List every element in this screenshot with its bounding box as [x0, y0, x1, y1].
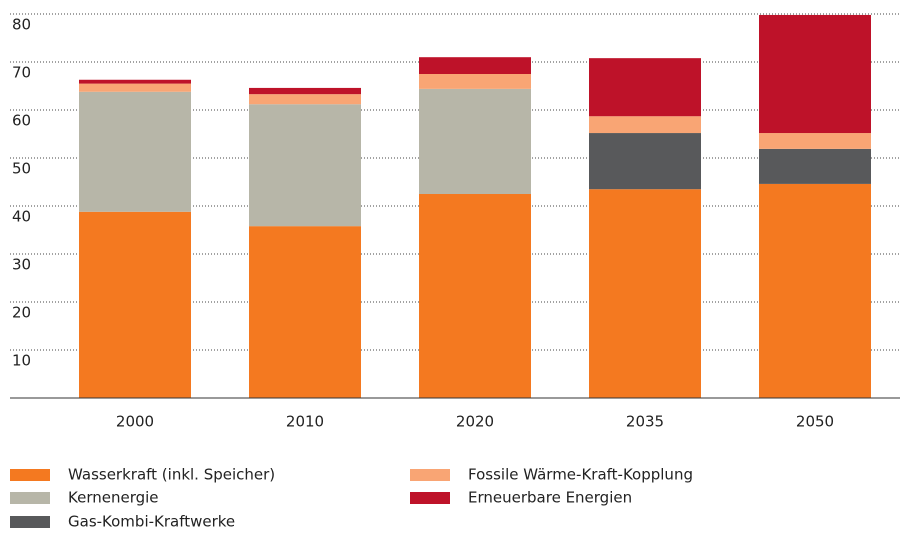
bar-segment — [249, 104, 361, 227]
bar-segment — [419, 57, 531, 74]
bar-segment — [589, 189, 701, 398]
legend-swatch — [410, 469, 450, 481]
bar-segment — [759, 133, 871, 149]
legend-label: Wasserkraft (inkl. Speicher) — [68, 466, 275, 484]
x-tick-label: 2050 — [796, 413, 834, 431]
legend-swatch — [10, 469, 50, 481]
bar-segment — [79, 211, 191, 398]
bar-segment — [249, 87, 361, 95]
bar-segment — [419, 194, 531, 398]
y-tick-label: 10 — [12, 352, 31, 370]
legend-label: Erneuerbare Energien — [468, 489, 632, 507]
bar-segment — [79, 79, 191, 84]
y-tick-label: 20 — [12, 304, 31, 322]
bar-segment — [759, 183, 871, 398]
legend-swatch — [10, 492, 50, 504]
x-tick-label: 2020 — [456, 413, 494, 431]
bar-segment — [249, 94, 361, 105]
bar-segment — [419, 74, 531, 89]
y-tick-label: 60 — [12, 112, 31, 130]
y-tick-label: 70 — [12, 64, 31, 82]
bar-segment — [79, 91, 191, 212]
legend-label: Gas-Kombi-Kraftwerke — [68, 513, 235, 531]
x-tick-label: 2000 — [116, 413, 154, 431]
legend-label: Fossile Wärme-Kraft-Kopplung — [468, 466, 693, 484]
y-tick-label: 80 — [12, 16, 31, 34]
x-tick-label: 2010 — [286, 413, 324, 431]
bar-segment — [589, 116, 701, 134]
bar-segment — [589, 133, 701, 190]
legend-swatch — [10, 516, 50, 528]
bar-segment — [419, 88, 531, 194]
y-tick-label: 40 — [12, 208, 31, 226]
bar-segment — [759, 14, 871, 134]
bar-segment — [79, 83, 191, 92]
y-tick-label: 30 — [12, 256, 31, 274]
x-tick-label: 2035 — [626, 413, 664, 431]
legend-swatch — [410, 492, 450, 504]
bar-segment — [589, 58, 701, 117]
y-tick-label: 50 — [12, 160, 31, 178]
legend-label: Kernenergie — [68, 489, 159, 507]
bar-segment — [249, 226, 361, 398]
bar-segment — [759, 148, 871, 184]
